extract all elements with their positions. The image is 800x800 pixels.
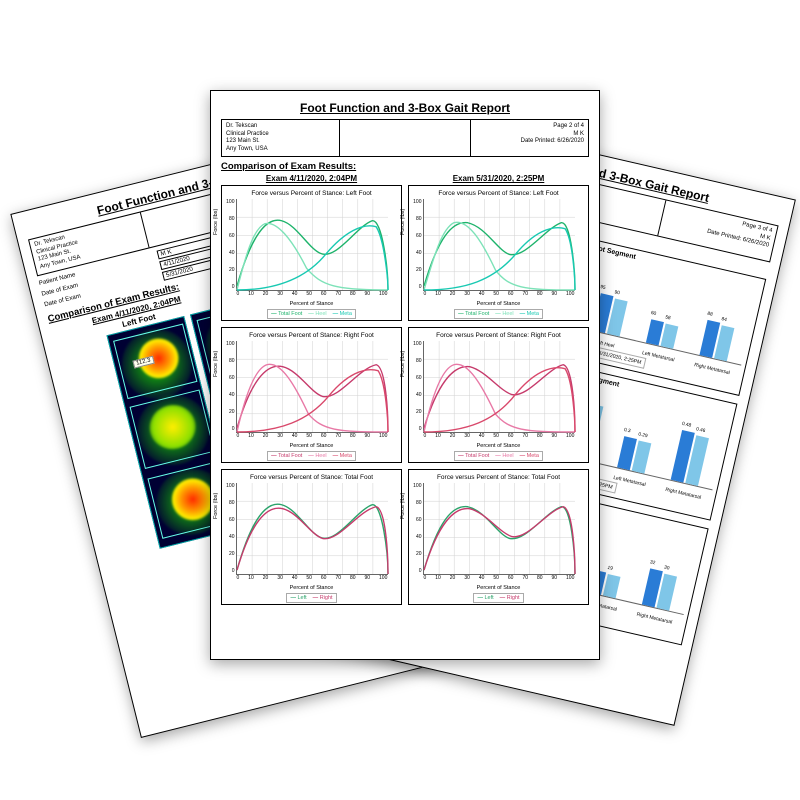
y-axis-label: Force (lbs) (400, 492, 406, 518)
chart-plot: Force (lbs) 100806040200 010203040506070… (423, 199, 575, 291)
x-axis-ticks: 0102030405060708090100 (237, 291, 388, 300)
clinic-practice: Clinical Practice (226, 131, 335, 139)
line-chart: Force versus Percent of Stance: Left Foo… (221, 185, 402, 321)
y-axis-label: Force (lbs) (213, 492, 219, 518)
exam-left-title: Exam 4/11/2020, 2:04PM (221, 174, 402, 183)
line-chart: Force versus Percent of Stance: Left Foo… (408, 185, 589, 321)
x-axis-ticks: 0102030405060708090100 (237, 575, 388, 584)
chart-plot: Force (lbs) 100806040200 010203040506070… (236, 483, 388, 575)
chart-plot: Force (lbs) 100806040200 010203040506070… (236, 199, 388, 291)
patient-code: M K (475, 131, 584, 139)
chart-legend: LeftRight (286, 593, 336, 603)
chart-title: Force versus Percent of Stance: Total Fo… (226, 474, 397, 481)
y-axis-ticks: 100806040200 (223, 483, 235, 574)
chart-title: Force versus Percent of Stance: Left Foo… (413, 190, 584, 197)
exam-right-title: Exam 5/31/2020, 2:25PM (408, 174, 589, 183)
chart-legend: Total FootHeelMeta (454, 309, 543, 319)
x-axis-ticks: 0102030405060708090100 (424, 433, 575, 442)
chart-plot: Force (lbs) 100806040200 010203040506070… (236, 341, 388, 433)
chart-title: Force versus Percent of Stance: Right Fo… (413, 332, 584, 339)
y-axis-label: Force (lbs) (213, 208, 219, 234)
header-bar: Dr. Tekscan Clinical Practice 123 Main S… (221, 119, 589, 157)
x-axis-label: Percent of Stance (226, 301, 397, 307)
y-axis-ticks: 100806040200 (410, 483, 422, 574)
line-chart: Force versus Percent of Stance: Right Fo… (221, 327, 402, 463)
date-printed: Date Printed: 6/26/2020 (475, 138, 584, 146)
clinic-doctor: Dr. Tekscan (226, 123, 335, 131)
chart-legend: LeftRight (473, 593, 523, 603)
x-axis-ticks: 0102030405060708090100 (424, 291, 575, 300)
chart-plot: Force (lbs) 100806040200 010203040506070… (423, 341, 575, 433)
report-title: Foot Function and 3-Box Gait Report (221, 101, 589, 115)
x-axis-ticks: 0102030405060708090100 (237, 433, 388, 442)
line-chart: Force versus Percent of Stance: Total Fo… (408, 469, 589, 605)
y-axis-label: Force (lbs) (400, 350, 406, 376)
x-axis-label: Percent of Stance (413, 301, 584, 307)
y-axis-ticks: 100806040200 (223, 199, 235, 290)
exam-columns: Exam 4/11/2020, 2:04PM Force versus Perc… (221, 174, 589, 611)
x-axis-label: Percent of Stance (413, 585, 584, 591)
line-chart: Force versus Percent of Stance: Total Fo… (221, 469, 402, 605)
report-stack: Foot Function and 3-Box Gait Report Dr. … (0, 0, 800, 800)
x-axis-ticks: 0102030405060708090100 (424, 575, 575, 584)
clinic-addr1: 123 Main St. (226, 138, 335, 146)
chart-legend: Total FootHeelMeta (267, 309, 356, 319)
y-axis-ticks: 100806040200 (410, 199, 422, 290)
y-axis-label: Force (lbs) (213, 350, 219, 376)
x-axis-label: Percent of Stance (413, 443, 584, 449)
chart-column-left: Force versus Percent of Stance: Left Foo… (221, 185, 402, 605)
chart-plot: Force (lbs) 100806040200 010203040506070… (423, 483, 575, 575)
x-axis-label: Percent of Stance (226, 443, 397, 449)
chart-legend: Total FootHeelMeta (267, 451, 356, 461)
report-page-2: Foot Function and 3-Box Gait Report Dr. … (210, 90, 600, 660)
chart-column-right: Force versus Percent of Stance: Left Foo… (408, 185, 589, 605)
clinic-addr2: Any Town, USA (226, 146, 335, 154)
y-axis-ticks: 100806040200 (223, 341, 235, 432)
chart-legend: Total FootHeelMeta (454, 451, 543, 461)
page-number: Page 2 of 4 (475, 123, 584, 131)
chart-title: Force versus Percent of Stance: Right Fo… (226, 332, 397, 339)
x-axis-label: Percent of Stance (226, 585, 397, 591)
chart-title: Force versus Percent of Stance: Total Fo… (413, 474, 584, 481)
y-axis-ticks: 100806040200 (410, 341, 422, 432)
section-title: Comparison of Exam Results: (221, 161, 589, 172)
y-axis-label: Force (lbs) (400, 208, 406, 234)
line-chart: Force versus Percent of Stance: Right Fo… (408, 327, 589, 463)
chart-title: Force versus Percent of Stance: Left Foo… (226, 190, 397, 197)
